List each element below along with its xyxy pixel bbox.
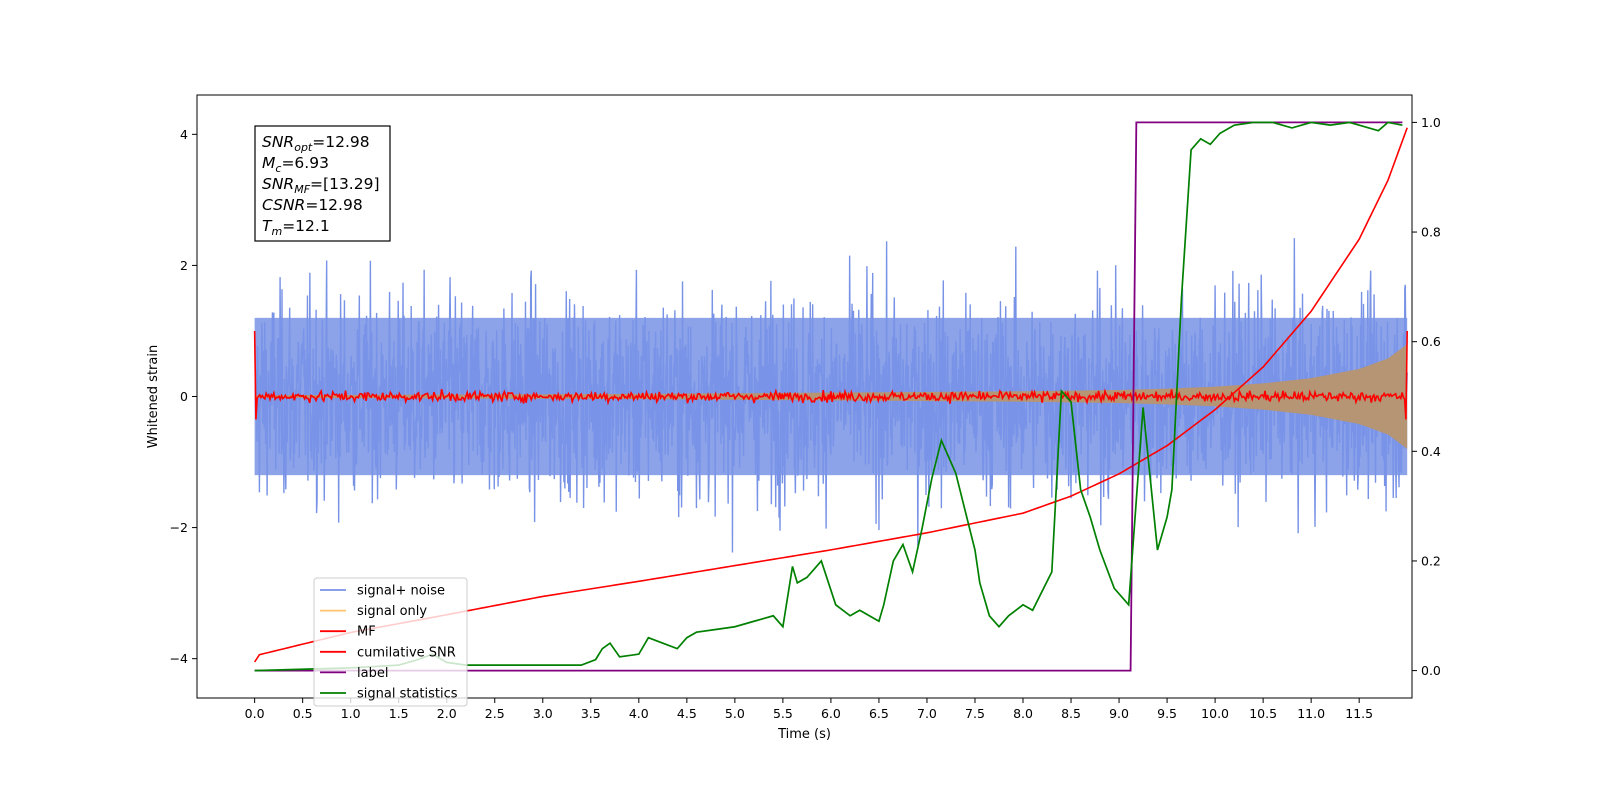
x-tick-label: 1.5 xyxy=(389,706,409,721)
y2-tick-label: 0.0 xyxy=(1421,663,1441,678)
x-tick-label: 10.0 xyxy=(1201,706,1229,721)
legend-label: signal statistics xyxy=(357,687,458,702)
y2-tick-label: 1.0 xyxy=(1421,115,1441,130)
x-tick-label: 9.5 xyxy=(1157,706,1177,721)
annotation-symbol: SNR xyxy=(262,175,294,193)
x-tick-label: 9.0 xyxy=(1109,706,1129,721)
x-tick-label: 8.5 xyxy=(1061,706,1081,721)
x-tick-label: 8.0 xyxy=(1013,706,1033,721)
annotation-box: SNRopt=12.98Mc=6.93SNRMF=[13.29]CSNR=12.… xyxy=(254,125,391,242)
x-axis-title: Time (s) xyxy=(777,727,831,742)
x-tick-label: 6.0 xyxy=(821,706,841,721)
annotation-line: SNRMF=[13.29] xyxy=(262,175,380,196)
annotation-subscript: opt xyxy=(294,141,313,154)
x-tick-label: 3.5 xyxy=(581,706,601,721)
annotation-subscript: MF xyxy=(294,183,310,196)
x-tick-label: 11.0 xyxy=(1297,706,1325,721)
x-tick-label: 0.0 xyxy=(245,706,265,721)
x-tick-label: 11.5 xyxy=(1345,706,1373,721)
x-tick-label: 2.0 xyxy=(437,706,457,721)
series-line-mf xyxy=(253,330,1408,420)
y2-tick-label: 0.8 xyxy=(1421,225,1441,240)
legend-label: cumilative SNR xyxy=(357,645,456,660)
x-tick-label: 4.0 xyxy=(629,706,649,721)
annotation-line: CSNR=12.98 xyxy=(262,196,363,214)
x-tick-label: 7.0 xyxy=(917,706,937,721)
x-tick-label: 4.5 xyxy=(677,706,697,721)
annotation-frame xyxy=(254,125,391,242)
x-tick-label: 3.0 xyxy=(533,706,553,721)
y-tick-label: −4 xyxy=(170,651,188,666)
y-tick-label: 4 xyxy=(180,127,188,142)
y-tick-label: 0 xyxy=(180,389,188,404)
annotation-symbol: SNR xyxy=(262,133,294,151)
annotation-subscript: m xyxy=(271,225,282,238)
legend: signal+ noise signal only MF cumilative SNR… xyxy=(313,577,468,707)
x-tick-label: 0.5 xyxy=(293,706,313,721)
x-tick-label: 6.5 xyxy=(869,706,889,721)
x-tick-label: 5.5 xyxy=(773,706,793,721)
annotation-symbol: T xyxy=(262,217,273,235)
annotation-value: =12.98 xyxy=(305,196,362,214)
annotation-symbol: M xyxy=(262,154,275,172)
legend-label: label xyxy=(357,666,388,681)
legend-label: signal+ noise xyxy=(357,584,445,599)
series-layer xyxy=(253,121,1408,672)
x-tick-label: 10.5 xyxy=(1249,706,1277,721)
legend-label: signal only xyxy=(357,604,427,619)
annotation-line: Tm=12.1 xyxy=(262,217,330,238)
y2-tick-label: 0.6 xyxy=(1421,334,1441,349)
x-tick-label: 1.0 xyxy=(341,706,361,721)
legend-label: MF xyxy=(357,625,376,640)
y2-tick-label: 0.4 xyxy=(1421,444,1441,459)
y-axis-title: Whitened strain xyxy=(146,345,161,448)
axes-layer: 0.0 0.5 1.0 1.5 2.0 2.5 3.0 3.5 4.0 4.5 5.0 5.5 6.0 6… xyxy=(146,115,1441,742)
x-tick-label: 2.5 xyxy=(485,706,505,721)
x-tick-label: 5.0 xyxy=(725,706,745,721)
annotation-symbol: CSNR xyxy=(262,196,305,214)
x-tick-label: 7.5 xyxy=(965,706,985,721)
y-tick-label: 2 xyxy=(180,258,188,273)
annotation-line: Mc=6.93 xyxy=(262,154,329,175)
annotation-line: SNRopt=12.98 xyxy=(262,133,370,154)
annotation-subscript: c xyxy=(275,162,281,175)
annotation-value: =12.98 xyxy=(312,133,369,151)
annotation-value: =6.93 xyxy=(281,154,329,172)
legend-frame xyxy=(313,577,468,707)
series-line-signal-statistics xyxy=(254,121,1403,672)
annotation-value: =12.1 xyxy=(282,217,330,235)
y-tick-label: −2 xyxy=(170,520,188,535)
annotation-value: =[13.29] xyxy=(310,175,379,193)
y2-tick-label: 0.2 xyxy=(1421,553,1441,568)
